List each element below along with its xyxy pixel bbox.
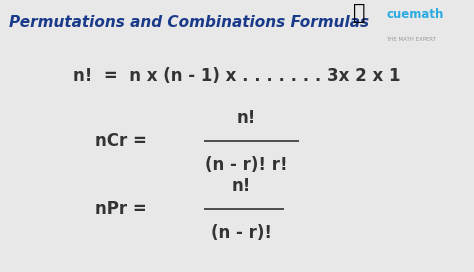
Text: (n - r)! r!: (n - r)! r! — [205, 156, 288, 174]
Text: nCr =: nCr = — [95, 132, 146, 150]
Text: 🚀: 🚀 — [353, 3, 365, 23]
Text: n!  =  n x (n - 1) x . . . . . . . 3x 2 x 1: n! = n x (n - 1) x . . . . . . . 3x 2 x … — [73, 67, 401, 85]
Text: n!: n! — [237, 109, 256, 127]
Text: nPr =: nPr = — [95, 200, 146, 218]
Text: THE MATH EXPERT: THE MATH EXPERT — [386, 37, 436, 42]
Text: cuemath: cuemath — [386, 8, 444, 21]
Text: (n - r)!: (n - r)! — [211, 224, 272, 242]
Text: n!: n! — [232, 177, 251, 195]
Text: Permutations and Combinations Formulas: Permutations and Combinations Formulas — [9, 15, 370, 30]
